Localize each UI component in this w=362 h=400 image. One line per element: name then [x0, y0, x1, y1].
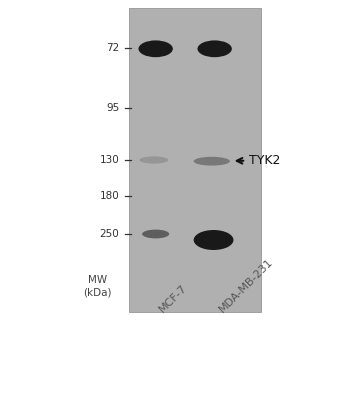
Text: 95: 95: [106, 103, 119, 113]
Ellipse shape: [138, 40, 173, 57]
Text: 180: 180: [100, 191, 119, 201]
Text: TYK2: TYK2: [249, 154, 281, 167]
Bar: [129, 8, 261, 312]
Text: MW
(kDa): MW (kDa): [84, 275, 112, 297]
Ellipse shape: [194, 230, 233, 250]
Ellipse shape: [198, 40, 232, 57]
Ellipse shape: [194, 157, 230, 166]
Ellipse shape: [139, 156, 168, 164]
Text: 72: 72: [106, 43, 119, 53]
Text: 130: 130: [100, 155, 119, 165]
Text: MCF-7: MCF-7: [157, 282, 189, 314]
Text: 250: 250: [100, 229, 119, 239]
Ellipse shape: [142, 230, 169, 238]
Text: MDA-MB-231: MDA-MB-231: [217, 256, 275, 314]
